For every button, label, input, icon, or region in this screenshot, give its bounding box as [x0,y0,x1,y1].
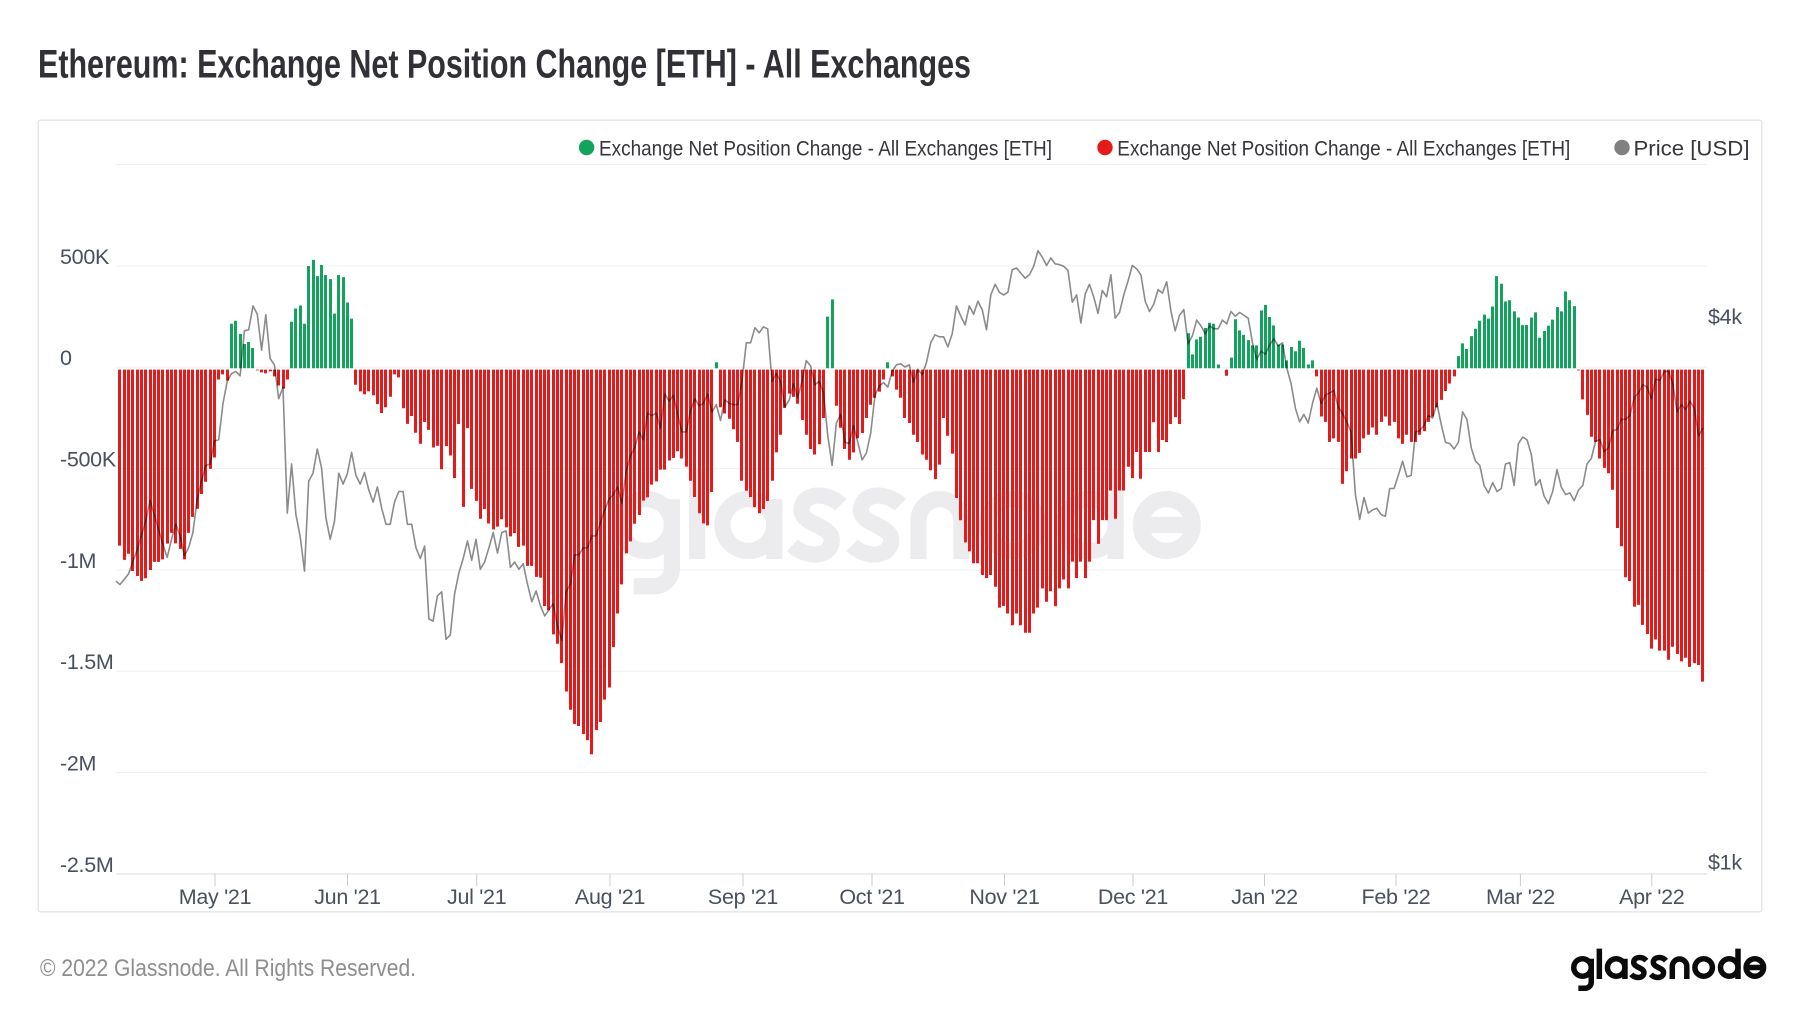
svg-text:Exchange Net Position Change -: Exchange Net Position Change - All Excha… [599,136,1052,160]
svg-text:Feb '22: Feb '22 [1362,885,1431,909]
svg-text:-1M: -1M [60,549,96,573]
svg-text:Mar '22: Mar '22 [1486,885,1555,909]
svg-text:$4k: $4k [1708,305,1742,329]
svg-text:-1.5M: -1.5M [60,650,113,674]
svg-text:Apr '22: Apr '22 [1619,885,1684,909]
svg-text:0: 0 [60,346,72,370]
svg-text:Sep '21: Sep '21 [708,885,778,909]
svg-text:Jan '22: Jan '22 [1231,885,1298,909]
svg-text:-500K: -500K [60,447,117,471]
svg-text:Oct '21: Oct '21 [839,885,904,909]
svg-text:Jun '21: Jun '21 [314,885,381,909]
svg-text:© 2022 Glassnode. All Rights R: © 2022 Glassnode. All Rights Reserved. [40,955,416,982]
svg-text:Exchange Net Position Change -: Exchange Net Position Change - All Excha… [1117,136,1570,160]
svg-text:500K: 500K [60,245,110,269]
svg-text:$1k: $1k [1708,851,1742,875]
svg-text:Aug '21: Aug '21 [575,885,645,909]
svg-text:May '21: May '21 [179,885,252,909]
svg-text:Price [USD]: Price [USD] [1634,136,1750,160]
svg-text:-2M: -2M [60,751,96,775]
svg-text:Ethereum: Exchange Net Positio: Ethereum: Exchange Net Position Change [… [38,43,971,87]
svg-text:-2.5M: -2.5M [60,853,113,877]
svg-text:Dec '21: Dec '21 [1098,885,1168,909]
svg-text:Jul '21: Jul '21 [447,885,506,909]
svg-text:Nov '21: Nov '21 [969,885,1039,909]
